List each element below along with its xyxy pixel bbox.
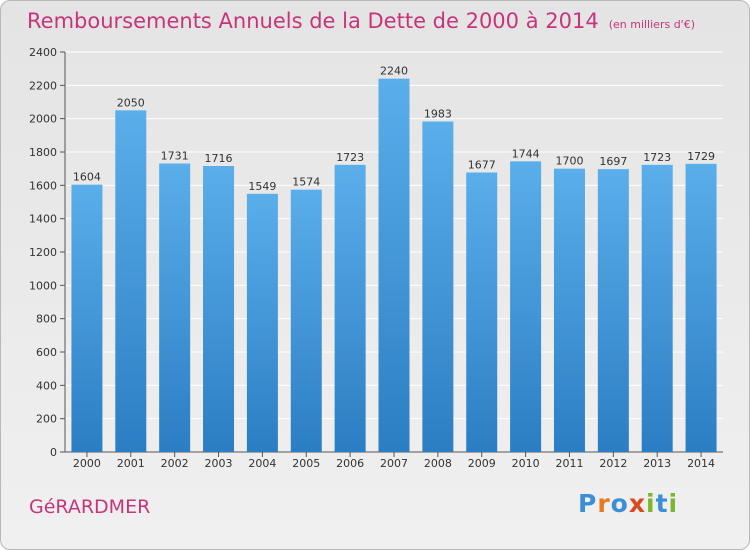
bar (71, 184, 103, 452)
bar (115, 110, 147, 452)
x-tick-label: 2002 (161, 457, 189, 470)
y-tick-label: 1800 (29, 146, 57, 159)
x-tick-label: 2006 (336, 457, 364, 470)
commune-name: GéRARDMER (29, 496, 151, 518)
chart-title-text: Remboursements Annuels de la Dette de 20… (27, 9, 599, 33)
bar (510, 161, 542, 453)
bar-value-label: 1729 (687, 150, 715, 163)
x-tick-label: 2001 (117, 457, 145, 470)
bar (422, 121, 454, 452)
y-tick-label: 0 (50, 446, 57, 459)
bar-value-label: 1723 (643, 151, 671, 164)
bar-value-label: 1574 (292, 176, 320, 189)
x-tick-label: 2009 (468, 457, 496, 470)
bar-value-label: 1700 (555, 155, 583, 168)
y-tick-label: 2000 (29, 113, 57, 126)
bar (378, 78, 410, 453)
bar-value-label: 1677 (468, 159, 496, 172)
x-tick-label: 2003 (205, 457, 233, 470)
bar-value-label: 2050 (117, 96, 145, 109)
bar (685, 163, 717, 453)
bar (159, 163, 191, 452)
y-tick-label: 1000 (29, 279, 57, 292)
y-tick-label: 200 (36, 413, 57, 426)
bar-value-label: 1697 (599, 155, 627, 168)
y-tick-label: 1400 (29, 213, 57, 226)
bar (641, 164, 673, 453)
unit-label: (en milliers d'€) (608, 18, 695, 31)
logo-letter: o (610, 489, 629, 518)
x-tick-label: 2000 (73, 457, 101, 470)
bar-value-label: 1983 (424, 108, 452, 121)
logo-letter: i (646, 489, 656, 518)
y-tick-label: 1600 (29, 179, 57, 192)
bar-value-label: 1549 (248, 180, 276, 193)
x-tick-label: 2013 (643, 457, 671, 470)
y-tick-label: 2200 (29, 79, 57, 92)
bar (246, 193, 278, 453)
x-tick-label: 2012 (599, 457, 627, 470)
proxiti-logo: Proxiti (578, 489, 678, 518)
y-tick-label: 600 (36, 346, 57, 359)
bar (203, 166, 235, 452)
logo-letter: P (578, 489, 598, 518)
logo-letter: x (628, 489, 646, 518)
y-tick-label: 1200 (29, 246, 57, 259)
bar (466, 172, 498, 452)
bar-value-label: 1731 (161, 150, 189, 163)
y-tick-label: 2400 (29, 46, 57, 59)
x-tick-label: 2010 (512, 457, 540, 470)
logo-letter: r (597, 489, 611, 518)
bar-value-label: 1604 (73, 171, 101, 184)
x-tick-label: 2011 (555, 457, 583, 470)
bar (334, 164, 366, 453)
chart-title: Remboursements Annuels de la Dette de 20… (27, 9, 695, 33)
x-tick-label: 2004 (248, 457, 276, 470)
x-tick-label: 2007 (380, 457, 408, 470)
bar-value-label: 2240 (380, 65, 408, 78)
bar (553, 168, 585, 452)
logo-letter: t (655, 489, 669, 518)
bar (290, 189, 322, 452)
x-tick-label: 2008 (424, 457, 452, 470)
logo-letter: i (668, 489, 679, 518)
x-tick-label: 2014 (687, 457, 715, 470)
y-tick-label: 800 (36, 313, 57, 326)
y-tick-label: 400 (36, 379, 57, 392)
bar-value-label: 1716 (205, 152, 233, 165)
bar (597, 169, 629, 452)
bar-value-label: 1744 (512, 147, 540, 160)
x-tick-label: 2005 (292, 457, 320, 470)
bar-value-label: 1723 (336, 151, 364, 164)
